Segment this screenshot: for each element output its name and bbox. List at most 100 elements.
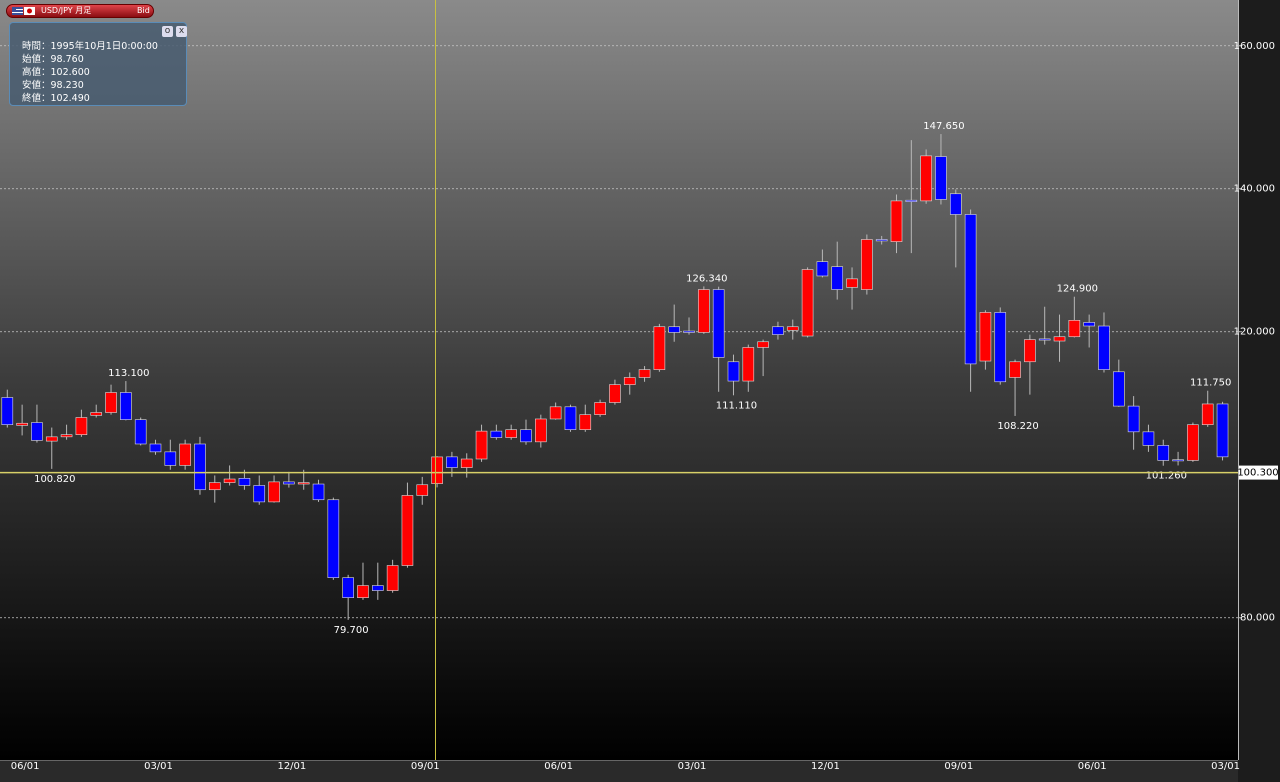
symbol: USD/JPY 月足 (41, 6, 92, 15)
candle-body (653, 326, 666, 370)
tooltip: o x 時間：1995年10月1日0:00:00 始値：98.760 高値：10… (9, 22, 187, 106)
plot-background (0, 0, 1238, 760)
x-tick-label: 12/01 (277, 761, 306, 772)
candle-body (727, 361, 740, 382)
y-tick-label: 140.000 (1234, 184, 1275, 195)
x-tick-label: 12/01 (811, 761, 840, 772)
candle-body (60, 434, 73, 438)
candle-body (460, 458, 473, 468)
candle-body (905, 199, 918, 202)
candle-body (371, 585, 384, 591)
x-tick-label: 03/01 (144, 761, 173, 772)
candle-body (683, 330, 695, 333)
candle-body (920, 155, 932, 202)
candle-body (16, 422, 28, 426)
candle-body (1009, 361, 1021, 378)
x-tick-label: 06/01 (1078, 761, 1107, 772)
candle-body (712, 289, 725, 358)
candle-body (1068, 320, 1081, 338)
tooltip-line: 始値：98.760 (22, 54, 84, 65)
x-tick-label: 03/01 (678, 761, 707, 772)
candle-body (505, 429, 517, 438)
candle-body (134, 419, 147, 445)
high-label: 126.340 (686, 273, 727, 284)
series-layer: 100.820 113.100 79.700 126.340 111.110 147.65… (0, 45, 1238, 636)
candle-body (994, 312, 1007, 383)
candle-body (194, 443, 206, 491)
candle-body (846, 278, 858, 288)
candle-body (149, 443, 162, 453)
candle-body (594, 402, 606, 415)
candle-body (861, 239, 873, 290)
candle-body (549, 406, 562, 420)
candle-body (1216, 403, 1229, 458)
candle-body (1127, 405, 1140, 433)
low-label: 108.220 (997, 421, 1038, 432)
candle-body (564, 406, 577, 430)
candle-body (831, 266, 844, 290)
candle-body (431, 456, 443, 484)
low-label: 100.820 (34, 474, 75, 485)
candle-body (164, 451, 177, 466)
current-price-box (1239, 465, 1278, 480)
candle-body (1187, 424, 1199, 461)
candle-body (297, 482, 310, 485)
candle-body (609, 384, 621, 403)
current-price-label: 100.300 (1237, 468, 1278, 479)
candle-body (979, 312, 992, 362)
tooltip-line: 終値：102.490 (22, 93, 90, 104)
high-label: 147.650 (923, 121, 964, 132)
candle-body (535, 418, 547, 443)
candle-body (935, 156, 947, 200)
candle-body (283, 481, 295, 485)
close-button[interactable]: x (176, 26, 187, 37)
y-tick-label: 120.000 (1234, 327, 1275, 338)
candle-body (75, 417, 88, 435)
x-tick-label: 09/01 (944, 761, 973, 772)
candle-body (623, 377, 636, 385)
candle-body (238, 478, 251, 486)
y-tick-label: 160.000 (1234, 41, 1275, 52)
high-label: 111.750 (1190, 378, 1231, 389)
candle-body (1172, 459, 1184, 462)
candle-body (401, 495, 414, 566)
high-label: 113.100 (108, 368, 149, 379)
candle-body (1038, 338, 1051, 341)
candle-body (357, 585, 369, 599)
candle-body (1142, 431, 1155, 446)
x-tick-label: 06/01 (11, 761, 40, 772)
candle-body (579, 414, 592, 430)
x-axis-strip (0, 760, 1238, 782)
candle-body (638, 369, 651, 378)
candle-body (253, 485, 266, 503)
high-label: 124.900 (1057, 284, 1098, 295)
candle-body (268, 481, 280, 503)
candle-body (386, 565, 399, 591)
side: Bid (137, 6, 150, 15)
flags (12, 7, 35, 15)
symbol-tab[interactable]: USD/JPY 月足 Bid (6, 4, 154, 18)
candle-body (964, 214, 977, 365)
candle-body (120, 392, 132, 420)
candle-body (475, 430, 488, 460)
x-tick-label: 09/01 (411, 761, 440, 772)
candle-body (1157, 445, 1170, 461)
candle-body (772, 326, 784, 335)
candle-body (342, 577, 354, 599)
candle-body (949, 193, 962, 215)
low-label: 79.700 (334, 625, 369, 636)
candle-body (801, 269, 814, 337)
pin-button[interactable]: o (162, 26, 173, 37)
candle-body (31, 422, 43, 441)
candle-body (520, 429, 532, 443)
candle-body (90, 412, 103, 416)
candle-body (416, 484, 429, 496)
low-label: 101.260 (1146, 471, 1187, 482)
candle-body (890, 200, 903, 242)
x-tick-label: 06/01 (544, 761, 573, 772)
candle-body (327, 499, 340, 578)
candle-body (742, 347, 755, 382)
candle-body (1083, 322, 1095, 327)
candle-body (1053, 336, 1066, 342)
